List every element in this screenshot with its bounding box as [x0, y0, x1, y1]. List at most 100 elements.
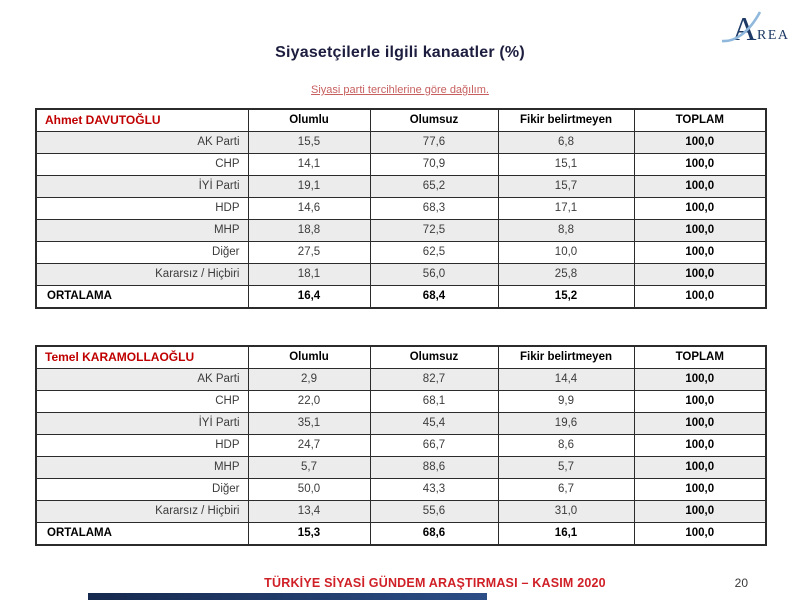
table-row: AK Parti 2,9 82,7 14,4 100,0	[35, 368, 767, 391]
value-cell: 15,2	[497, 285, 635, 309]
toplam-cell: 100,0	[633, 219, 767, 242]
column-header-fikir-belirtmeyen: Fikir belirtmeyen	[497, 345, 635, 369]
column-header-olumsuz: Olumsuz	[369, 108, 499, 132]
toplam-cell: 100,0	[633, 500, 767, 523]
average-label: ORTALAMA	[35, 522, 249, 546]
value-cell: 43,3	[369, 478, 499, 501]
footer-title: TÜRKİYE SİYASİ GÜNDEM ARAŞTIRMASI – KASI…	[264, 576, 606, 590]
value-cell: 13,4	[247, 500, 371, 523]
table-row: HDP 14,6 68,3 17,1 100,0	[35, 197, 767, 220]
column-header-olumlu: Olumlu	[247, 345, 371, 369]
subtitle-link[interactable]: Siyasi parti tercihlerine göre dağılım.	[311, 84, 489, 96]
value-cell: 6,7	[497, 478, 635, 501]
value-cell: 27,5	[247, 241, 371, 264]
row-label: AK Parti	[35, 368, 249, 391]
toplam-cell: 100,0	[633, 368, 767, 391]
value-cell: 5,7	[497, 456, 635, 479]
row-label: İYİ Parti	[35, 175, 249, 198]
value-cell: 14,1	[247, 153, 371, 176]
toplam-cell: 100,0	[633, 175, 767, 198]
toplam-cell: 100,0	[633, 456, 767, 479]
value-cell: 24,7	[247, 434, 371, 457]
value-cell: 10,0	[497, 241, 635, 264]
value-cell: 65,2	[369, 175, 499, 198]
value-cell: 72,5	[369, 219, 499, 242]
row-label: HDP	[35, 434, 249, 457]
table-row: CHP 14,1 70,9 15,1 100,0	[35, 153, 767, 176]
value-cell: 50,0	[247, 478, 371, 501]
footer-accent-bar	[88, 593, 487, 600]
toplam-cell: 100,0	[633, 285, 767, 309]
row-label: AK Parti	[35, 131, 249, 154]
value-cell: 15,1	[497, 153, 635, 176]
column-header-toplam: TOPLAM	[633, 108, 767, 132]
value-cell: 9,9	[497, 390, 635, 413]
toplam-cell: 100,0	[633, 434, 767, 457]
davutoglu-table: Ahmet DAVUTOĞLU Olumlu Olumsuz Fikir bel…	[35, 108, 767, 309]
value-cell: 2,9	[247, 368, 371, 391]
toplam-cell: 100,0	[633, 131, 767, 154]
value-cell: 68,3	[369, 197, 499, 220]
value-cell: 19,1	[247, 175, 371, 198]
value-cell: 55,6	[369, 500, 499, 523]
header-row: Temel KARAMOLLAOĞLU Olumlu Olumsuz Fikir…	[35, 345, 767, 369]
column-header-toplam: TOPLAM	[633, 345, 767, 369]
toplam-cell: 100,0	[633, 263, 767, 286]
value-cell: 66,7	[369, 434, 499, 457]
logo-letter-a: A	[732, 11, 757, 48]
row-label: İYİ Parti	[35, 412, 249, 435]
value-cell: 31,0	[497, 500, 635, 523]
value-cell: 18,8	[247, 219, 371, 242]
header-row: Ahmet DAVUTOĞLU Olumlu Olumsuz Fikir bel…	[35, 108, 767, 132]
row-label: CHP	[35, 153, 249, 176]
page-number: 20	[734, 576, 748, 590]
value-cell: 8,8	[497, 219, 635, 242]
value-cell: 68,1	[369, 390, 499, 413]
value-cell: 15,5	[247, 131, 371, 154]
average-row: ORTALAMA 15,3 68,6 16,1 100,0	[35, 522, 767, 546]
toplam-cell: 100,0	[633, 197, 767, 220]
value-cell: 77,6	[369, 131, 499, 154]
table-row: MHP 5,7 88,6 5,7 100,0	[35, 456, 767, 479]
value-cell: 70,9	[369, 153, 499, 176]
area-logo: A REA	[721, 11, 788, 48]
row-label: Diğer	[35, 241, 249, 264]
row-label: CHP	[35, 390, 249, 413]
table-row: İYİ Parti 19,1 65,2 15,7 100,0	[35, 175, 767, 198]
toplam-cell: 100,0	[633, 390, 767, 413]
value-cell: 5,7	[247, 456, 371, 479]
value-cell: 16,1	[497, 522, 635, 546]
table-row: Kararsız / Hiçbiri 13,4 55,6 31,0 100,0	[35, 500, 767, 523]
toplam-cell: 100,0	[633, 241, 767, 264]
table-row: CHP 22,0 68,1 9,9 100,0	[35, 390, 767, 413]
value-cell: 14,4	[497, 368, 635, 391]
politician-name: Ahmet DAVUTOĞLU	[35, 108, 249, 132]
slide-title: Siyasetçilerle ilgili kanaatler (%)	[275, 44, 525, 61]
value-cell: 22,0	[247, 390, 371, 413]
column-header-olumsuz: Olumsuz	[369, 345, 499, 369]
average-label: ORTALAMA	[35, 285, 249, 309]
table-row: Diğer 27,5 62,5 10,0 100,0	[35, 241, 767, 264]
value-cell: 17,1	[497, 197, 635, 220]
toplam-cell: 100,0	[633, 153, 767, 176]
toplam-cell: 100,0	[633, 412, 767, 435]
average-row: ORTALAMA 16,4 68,4 15,2 100,0	[35, 285, 767, 309]
logo-text-rea: REA	[757, 28, 788, 43]
karamollaoglu-table: Temel KARAMOLLAOĞLU Olumlu Olumsuz Fikir…	[35, 345, 767, 546]
table-row: Diğer 50,0 43,3 6,7 100,0	[35, 478, 767, 501]
toplam-cell: 100,0	[633, 522, 767, 546]
value-cell: 6,8	[497, 131, 635, 154]
row-label: Kararsız / Hiçbiri	[35, 263, 249, 286]
value-cell: 19,6	[497, 412, 635, 435]
value-cell: 16,4	[247, 285, 371, 309]
table-row: Kararsız / Hiçbiri 18,1 56,0 25,8 100,0	[35, 263, 767, 286]
politician-name: Temel KARAMOLLAOĞLU	[35, 345, 249, 369]
column-header-fikir-belirtmeyen: Fikir belirtmeyen	[497, 108, 635, 132]
logo-swoosh-icon	[721, 11, 762, 43]
toplam-cell: 100,0	[633, 478, 767, 501]
value-cell: 56,0	[369, 263, 499, 286]
value-cell: 18,1	[247, 263, 371, 286]
row-label: MHP	[35, 219, 249, 242]
value-cell: 45,4	[369, 412, 499, 435]
